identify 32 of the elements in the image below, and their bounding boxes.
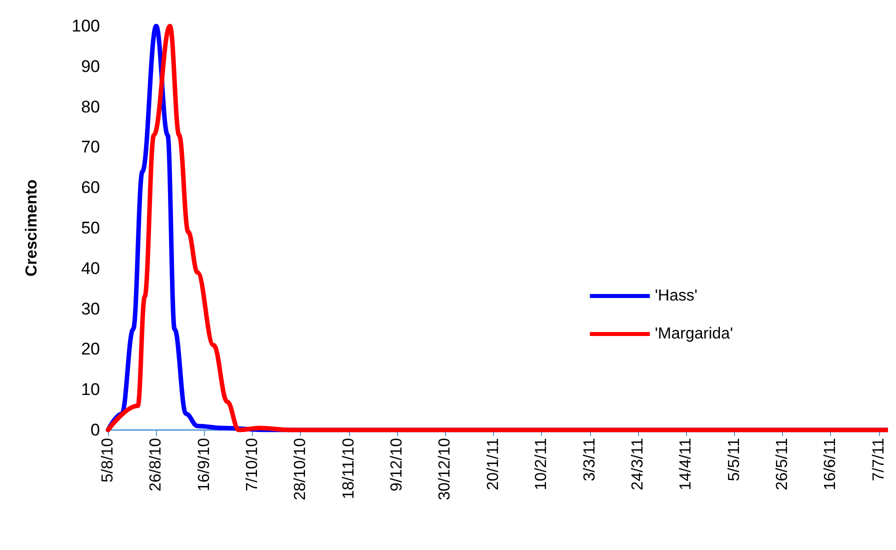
y-tick-label: 100 — [72, 16, 100, 36]
x-tick-label: 5/8/10 — [100, 438, 116, 482]
y-tick-label: 30 — [81, 299, 100, 318]
x-tick-label: 5/5/11 — [726, 438, 743, 482]
x-tick-label: 30/12/10 — [436, 438, 454, 500]
y-tick-label: 60 — [81, 178, 100, 198]
y-tick-label: 70 — [81, 138, 100, 157]
y-tick-label: 80 — [81, 97, 100, 116]
y-axis-title: Crescimento — [24, 179, 40, 276]
legend-label: 'Hass' — [654, 288, 698, 304]
x-tick-label: 26/5/11 — [774, 438, 791, 490]
x-tick-label: 7/7/11 — [870, 438, 888, 482]
y-tick-label: 90 — [81, 56, 100, 76]
x-tick-label: 9/12/10 — [388, 438, 406, 492]
y-tick-label: 40 — [81, 258, 100, 278]
x-tick-label: 14/4/11 — [678, 438, 695, 490]
y-tick-label: 20 — [81, 340, 100, 359]
x-tick-label: 20/1/11 — [484, 438, 502, 490]
x-tick-label: 7/10/10 — [244, 438, 262, 492]
line-series — [106, 24, 888, 432]
x-tick-label: 28/10/10 — [292, 438, 310, 500]
x-tick-label: 10/2/11 — [533, 438, 550, 490]
x-tick-label: 24/3/11 — [629, 438, 646, 490]
x-tick-label: 3/3/11 — [581, 438, 598, 482]
legend-label: 'Margarida' — [654, 326, 733, 342]
x-tick-label: 26/8/10 — [148, 438, 165, 492]
y-tick-label: 10 — [81, 380, 100, 400]
x-tick-label: 16/9/10 — [196, 438, 213, 492]
x-tick-label: 18/11/10 — [340, 438, 358, 500]
y-tick-label: 50 — [81, 218, 100, 238]
y-tick-label: 0 — [90, 420, 100, 440]
x-tick-label: 16/6/11 — [822, 438, 840, 490]
